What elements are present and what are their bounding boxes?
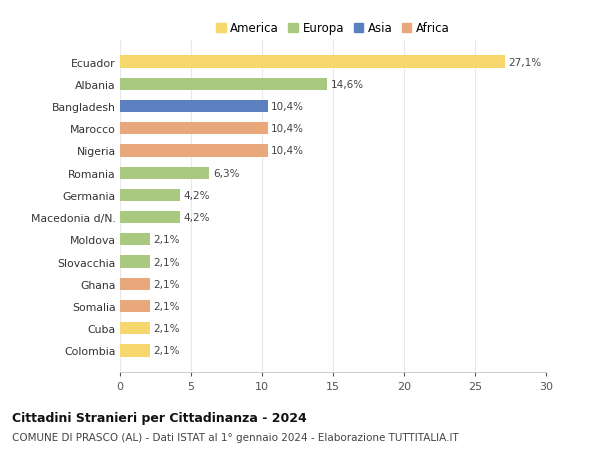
Text: 10,4%: 10,4%: [271, 102, 304, 112]
Bar: [120, 78, 328, 91]
Bar: [120, 145, 268, 157]
Bar: [120, 345, 150, 357]
Text: Cittadini Stranieri per Cittadinanza - 2024: Cittadini Stranieri per Cittadinanza - 2…: [12, 411, 307, 424]
Bar: [120, 56, 505, 68]
Text: COMUNE DI PRASCO (AL) - Dati ISTAT al 1° gennaio 2024 - Elaborazione TUTTITALIA.: COMUNE DI PRASCO (AL) - Dati ISTAT al 1°…: [12, 432, 459, 442]
Bar: [120, 123, 268, 135]
Text: 2,1%: 2,1%: [154, 235, 180, 245]
Text: 4,2%: 4,2%: [183, 213, 209, 223]
Bar: [120, 256, 150, 268]
Bar: [120, 234, 150, 246]
Text: 2,1%: 2,1%: [154, 257, 180, 267]
Text: 2,1%: 2,1%: [154, 279, 180, 289]
Text: 10,4%: 10,4%: [271, 146, 304, 156]
Text: 4,2%: 4,2%: [183, 190, 209, 201]
Bar: [120, 190, 179, 202]
Legend: America, Europa, Asia, Africa: America, Europa, Asia, Africa: [211, 17, 455, 40]
Bar: [120, 167, 209, 179]
Bar: [120, 300, 150, 313]
Text: 6,3%: 6,3%: [213, 168, 239, 178]
Bar: [120, 212, 179, 224]
Text: 2,1%: 2,1%: [154, 346, 180, 356]
Text: 10,4%: 10,4%: [271, 124, 304, 134]
Bar: [120, 278, 150, 290]
Text: 2,1%: 2,1%: [154, 302, 180, 311]
Bar: [120, 101, 268, 113]
Text: 14,6%: 14,6%: [331, 79, 364, 90]
Bar: [120, 322, 150, 335]
Text: 27,1%: 27,1%: [508, 57, 541, 67]
Text: 2,1%: 2,1%: [154, 324, 180, 334]
